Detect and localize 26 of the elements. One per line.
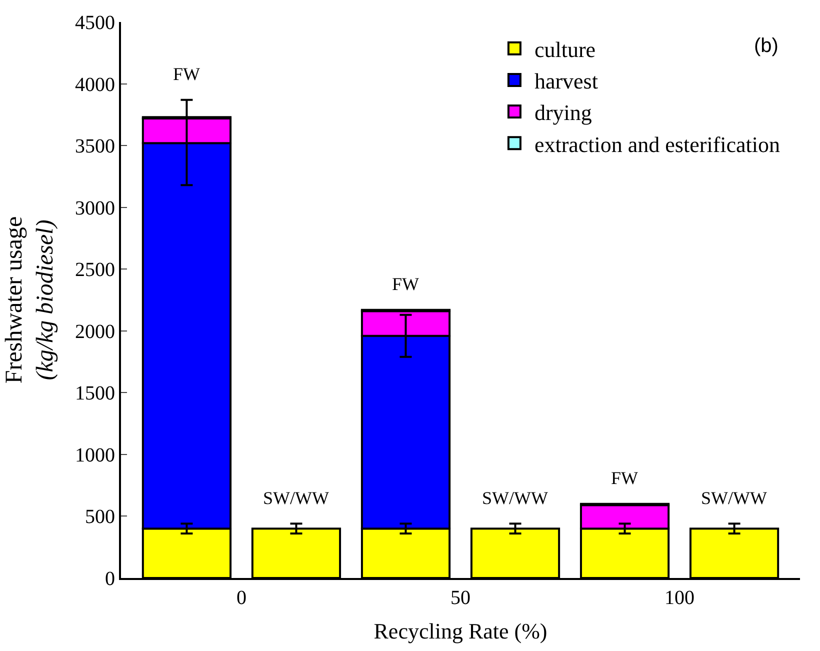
y-tick-label: 2500 — [75, 259, 115, 282]
y-axis-title: Freshwater usage (kg/kg biodiesel) — [1, 216, 59, 384]
annotation: SW/WW — [701, 488, 767, 508]
annotation: FW — [173, 64, 200, 84]
annotation: FW — [392, 274, 420, 294]
y-tick-label: 4500 — [75, 12, 115, 34]
x-axis-title: Recycling Rate (%) — [374, 618, 548, 644]
y-tick-label: 3500 — [75, 136, 115, 158]
y-tick-label: 3000 — [75, 197, 115, 220]
annotation: FW — [611, 468, 638, 488]
y-tick-label: 0 — [105, 568, 115, 590]
x-tick-label: 100 — [664, 587, 695, 609]
annotation: (b) — [754, 35, 778, 57]
x-tick-label: 50 — [450, 587, 470, 609]
x-tick-label: 0 — [236, 587, 246, 609]
legend-label: harvest — [534, 68, 598, 94]
y-tick-label: 500 — [85, 506, 115, 528]
annotation: SW/WW — [482, 488, 548, 508]
legend-label: drying — [534, 100, 592, 126]
legend-label: extraction and esterification — [534, 132, 780, 157]
annotation: SW/WW — [263, 488, 329, 508]
legend-label: culture — [534, 36, 596, 62]
y-tick-label: 1000 — [75, 444, 115, 466]
y-tick-label: 2000 — [75, 320, 115, 343]
y-tick-label: 1500 — [75, 382, 115, 405]
y-tick-label: 4000 — [75, 74, 115, 96]
